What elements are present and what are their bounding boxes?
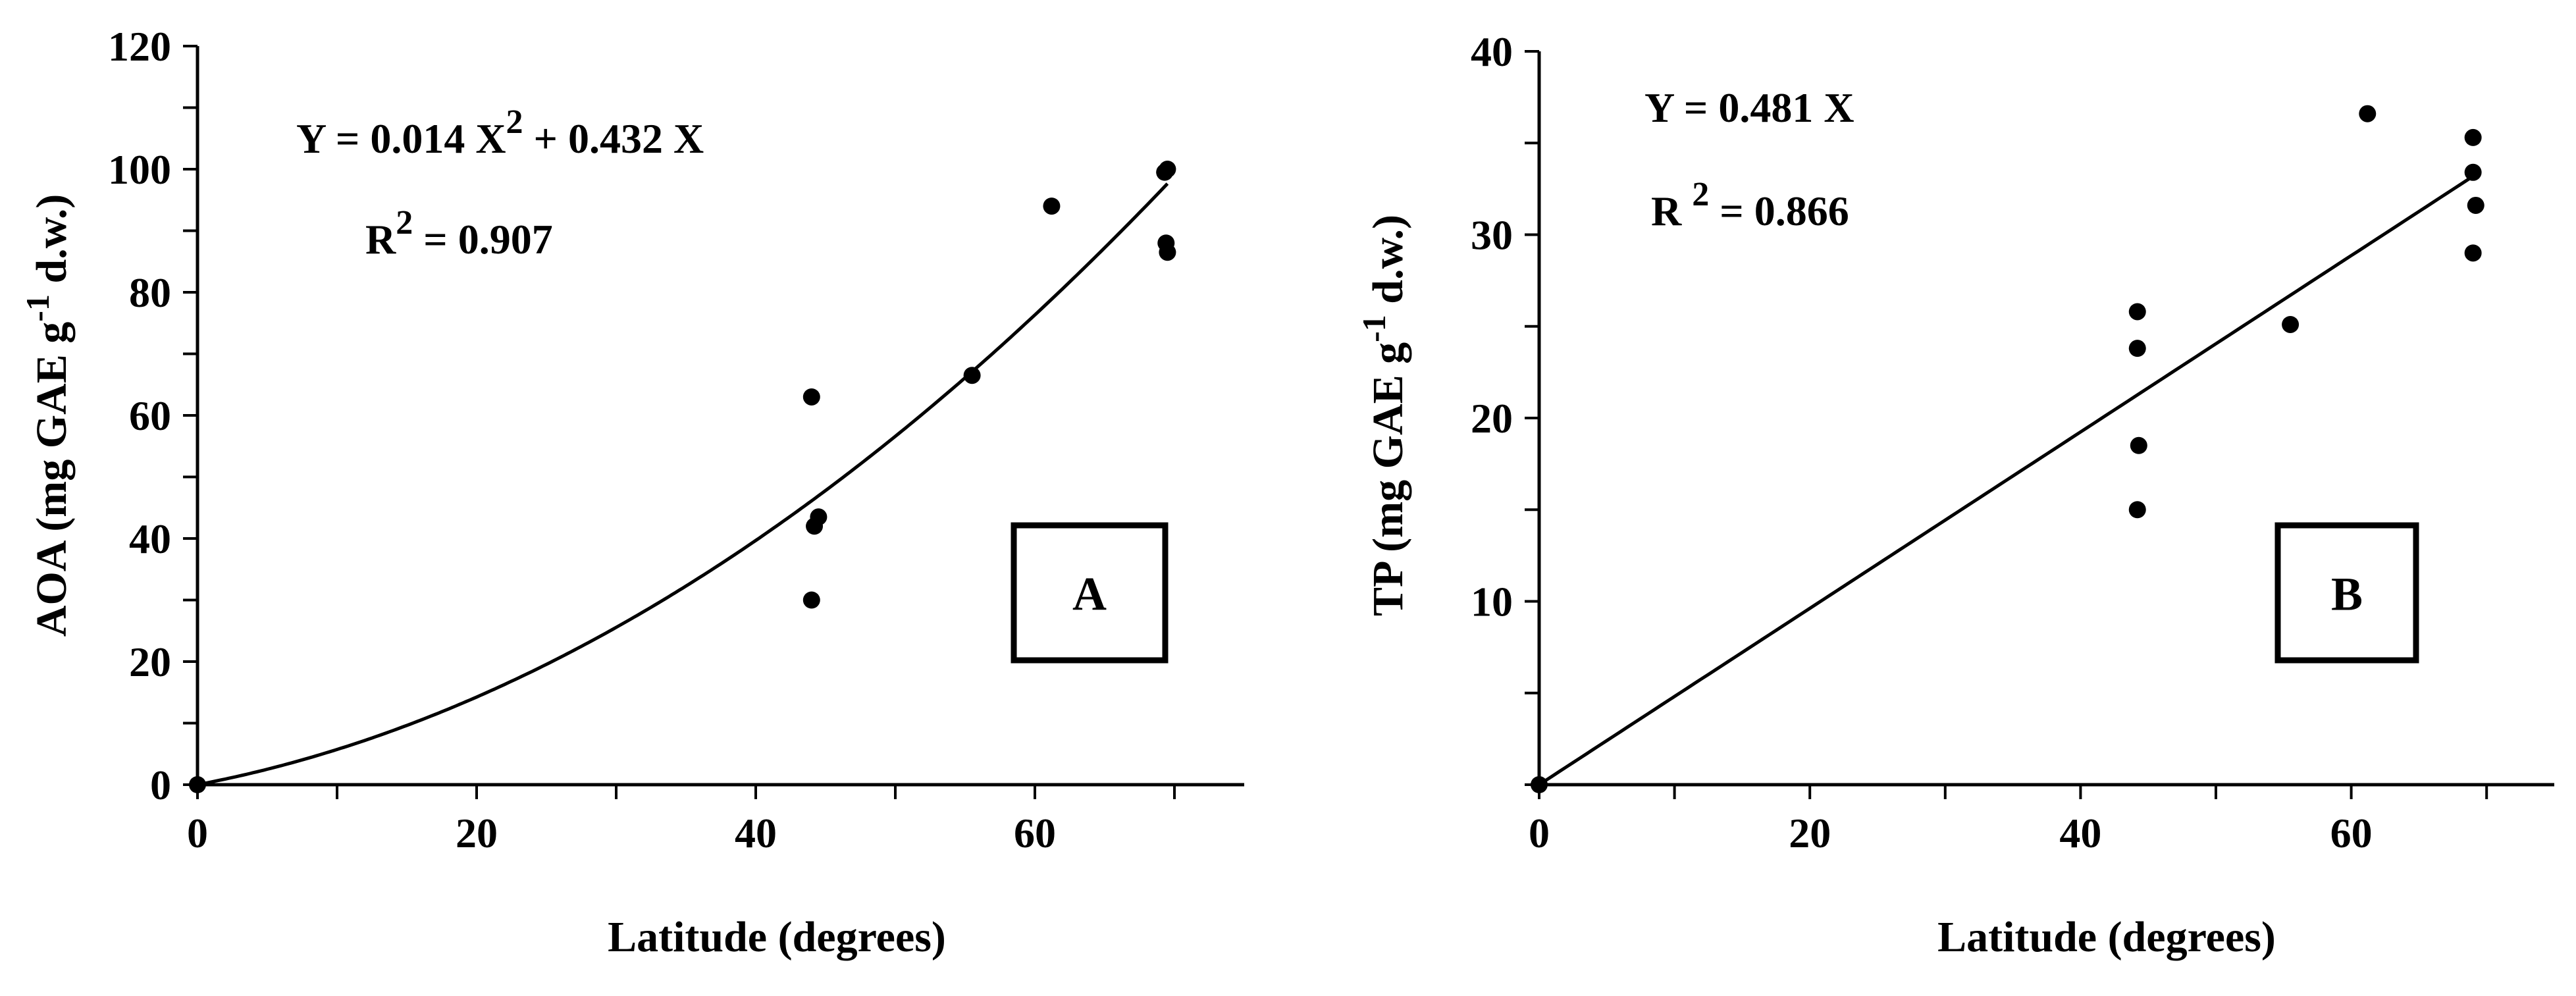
data-point: [1531, 776, 1548, 793]
x-tick-label: 0: [1529, 810, 1550, 856]
r-squared-exponent: 2: [396, 204, 413, 242]
x-tick-label: 20: [456, 810, 498, 856]
chart-panel-b: 10 20 30 40 0 20 40 60 Y = 0.481 X R 2 = 0.866 B La…: [1355, 28, 2554, 961]
x-tick-label: 40: [735, 810, 777, 856]
y-tick-label: 100: [108, 146, 171, 193]
y-tick-label: 30: [1471, 212, 1513, 259]
panel-label: A: [1072, 568, 1107, 621]
y-tick-label: 10: [1471, 579, 1513, 625]
y-axis-title: AOA (mg GAE g-1 d.w.): [19, 194, 76, 637]
equation-exponent: 2: [506, 103, 523, 141]
y-axis-title-part: AOA (mg GAE g: [28, 322, 76, 637]
data-point: [963, 367, 981, 384]
panel-label: B: [2331, 568, 2363, 621]
y-tick-label: 40: [129, 515, 171, 562]
y-axis-title: TP (mg GAE g-1 d.w.): [1355, 215, 1412, 616]
y-axis-title-part: d.w.): [28, 194, 76, 294]
data-point: [806, 517, 824, 535]
equation-part: + 0.432 X: [523, 115, 704, 162]
y-tick-label: 80: [129, 269, 171, 316]
y-axis-title-part: TP (mg GAE g: [1364, 342, 1412, 616]
x-tick-label: 0: [187, 810, 208, 856]
x-tick-label: 20: [1789, 810, 1831, 856]
data-point: [2130, 436, 2147, 454]
equation-text: Y = 0.481 X: [1644, 84, 1854, 131]
r-squared-part: R: [365, 216, 396, 263]
data-point: [2464, 163, 2482, 181]
data-point: [2128, 501, 2146, 519]
r-squared-exponent: 2: [1692, 176, 1709, 213]
x-axis-title: Latitude (degrees): [608, 913, 946, 961]
data-point: [2464, 128, 2482, 146]
data-point: [189, 776, 206, 793]
fit-line: [1538, 174, 2474, 787]
r-squared-part: R: [1651, 188, 1692, 234]
data-point: [2467, 196, 2484, 214]
x-tick-label: 60: [2330, 810, 2373, 856]
fit-line: [197, 182, 1169, 787]
data-point: [1043, 197, 1061, 215]
y-axis-title-part: d.w.): [1364, 215, 1412, 315]
x-tick-label: 60: [1014, 810, 1056, 856]
y-tick-label: 60: [129, 392, 171, 439]
data-point: [1156, 163, 1174, 181]
y-tick-label: 20: [129, 639, 171, 685]
data-point: [2282, 315, 2300, 333]
y-tick-label: 120: [108, 23, 171, 70]
data-point: [2128, 303, 2146, 321]
y-axis-title-exponent: -1: [1355, 315, 1392, 342]
x-tick-label: 40: [2059, 810, 2101, 856]
equation-text: Y = 0.014 X2 + 0.432 X: [296, 103, 704, 162]
r-squared-text: R2 = 0.907: [365, 204, 553, 263]
r-squared-text: R 2 = 0.866: [1651, 176, 1849, 234]
data-point: [2128, 340, 2146, 357]
x-axis-title: Latitude (degrees): [1937, 913, 2276, 961]
equation-part: Y = 0.481 X: [1644, 84, 1854, 131]
y-axis-title-exponent: -1: [19, 294, 56, 322]
data-point: [802, 591, 820, 609]
data-point: [802, 388, 820, 406]
y-tick-label: 40: [1471, 28, 1513, 75]
data-point: [2359, 105, 2377, 122]
panel-label-box: [2274, 522, 2419, 664]
panel-label-box: [1011, 522, 1169, 664]
r-squared-part: = 0.866: [1709, 188, 1849, 234]
r-squared-part: = 0.907: [413, 216, 552, 263]
y-tick-label: 20: [1471, 395, 1513, 442]
equation-part: Y = 0.014 X: [296, 115, 506, 162]
data-point: [2464, 244, 2482, 262]
data-point: [1159, 244, 1176, 261]
y-tick-label: 0: [150, 762, 171, 808]
